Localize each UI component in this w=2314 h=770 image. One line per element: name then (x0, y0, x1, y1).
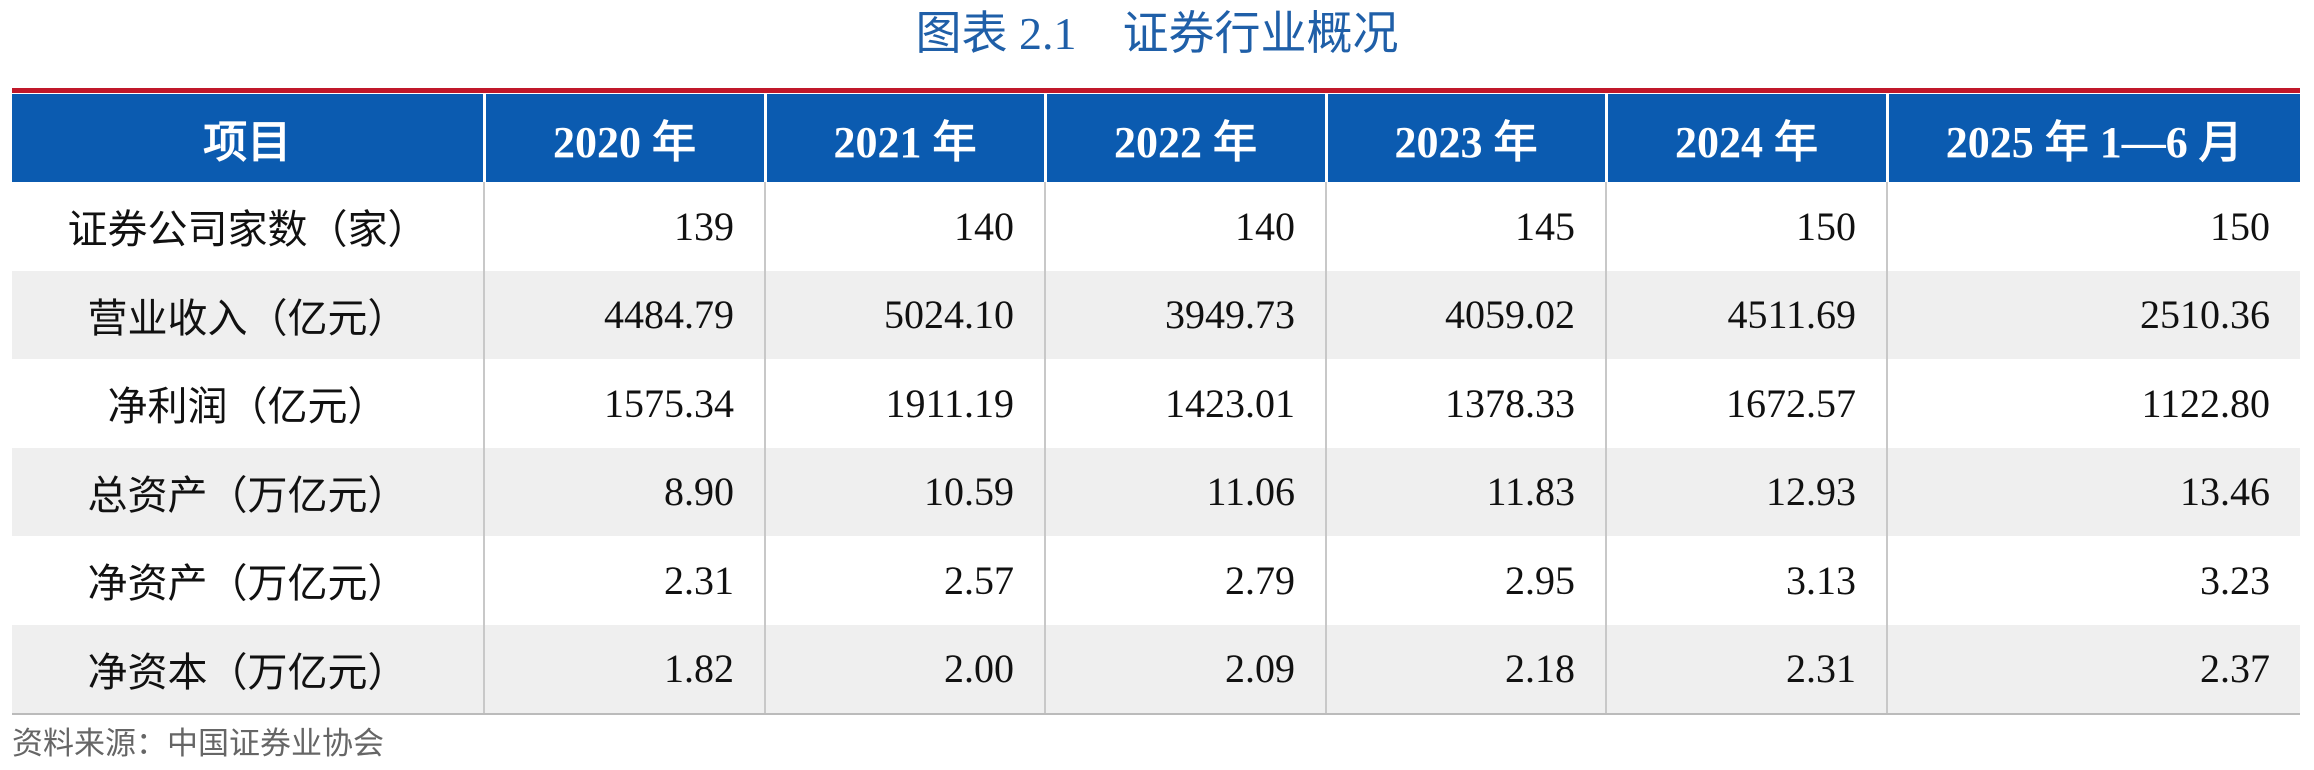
column-header: 2021 年 (763, 94, 1045, 182)
title-rule (12, 88, 2300, 93)
table-cell: 8.90 (483, 447, 765, 536)
column-header: 项目 (12, 94, 484, 182)
table-cell: 1575.34 (483, 359, 765, 448)
table-row: 营业收入（亿元） 4484.79 5024.10 3949.73 4059.02 4511… (12, 270, 2300, 359)
column-header: 2022 年 (1043, 94, 1326, 182)
table-cell: 145 (1325, 182, 1606, 271)
table-cell: 150 (1886, 182, 2300, 271)
table-cell: 2.95 (1325, 536, 1606, 625)
table-cell: 150 (1605, 182, 1887, 271)
table-row: 净资产（万亿元） 2.31 2.57 2.79 2.95 3.13 3.23 (12, 536, 2300, 625)
table-cell: 1672.57 (1605, 359, 1887, 448)
table-cell: 4484.79 (483, 270, 765, 359)
table-cell: 1911.19 (764, 359, 1045, 448)
table-cell: 3949.73 (1044, 270, 1326, 359)
table-row: 证券公司家数（家） 139 140 140 145 150 150 (12, 182, 2300, 271)
column-header: 2025 年 1—6 月 (1885, 94, 2300, 182)
data-table: 项目 2020 年 2021 年 2022 年 2023 年 2024 年 2025 年 1… (12, 94, 2300, 715)
table-cell: 2510.36 (1886, 270, 2300, 359)
source-note: 资料来源：中国证券业协会 (12, 726, 384, 762)
table-cell: 1122.80 (1886, 359, 2300, 448)
table-cell: 1378.33 (1325, 359, 1606, 448)
row-label: 净资本（万亿元） (12, 624, 484, 715)
table-cell: 13.46 (1886, 447, 2300, 536)
table-cell: 5024.10 (764, 270, 1045, 359)
table-cell: 2.00 (764, 624, 1045, 715)
table-cell: 2.18 (1325, 624, 1606, 715)
title: 图表 2.1 证券行业概况 (915, 8, 1399, 59)
column-header: 2024 年 (1604, 94, 1887, 182)
table-cell: 140 (764, 182, 1045, 271)
table-cell: 11.06 (1044, 447, 1326, 536)
row-label: 净利润（亿元） (107, 384, 388, 430)
table-cell: 2.31 (1605, 624, 1887, 715)
table-cell: 2.79 (1044, 536, 1326, 625)
table-body: 证券公司家数（家） 139 140 140 145 150 150 营业收入（亿元） 4484.… (12, 182, 2300, 715)
table-row: 净利润（亿元） 1575.34 1911.19 1423.01 1378.33 1672.… (12, 359, 2300, 448)
header-row: 项目 2020 年 2021 年 2022 年 2023 年 2024 年 2025 年 1… (12, 94, 2300, 182)
table-cell: 12.93 (1605, 447, 1887, 536)
row-label: 营业收入（亿元） (12, 270, 484, 359)
table-header: 项目 2020 年 2021 年 2022 年 2023 年 2024 年 2025 年 1… (12, 94, 2300, 182)
table-row: 总资产（万亿元） 8.90 10.59 11.06 11.83 12.93 13.46 (12, 447, 2300, 536)
table-cell: 139 (483, 182, 765, 271)
table-cell: 1423.01 (1044, 359, 1326, 448)
row-label: 净资产（万亿元） (87, 561, 408, 607)
table-cell: 2.37 (1886, 624, 2300, 715)
table-cell: 3.23 (1886, 536, 2300, 625)
row-label: 证券公司家数（家） (67, 207, 428, 253)
table-cell: 11.83 (1325, 447, 1606, 536)
table-cell: 10.59 (764, 447, 1045, 536)
column-header: 2020 年 (482, 94, 765, 182)
row-label: 总资产（万亿元） (12, 447, 484, 536)
table-row: 净资本（万亿元） 1.82 2.00 2.09 2.18 2.31 2.37 (12, 624, 2300, 715)
table-cell: 140 (1044, 182, 1326, 271)
table-cell: 2.57 (764, 536, 1045, 625)
column-header: 2023 年 (1324, 94, 1606, 182)
table-cell: 1.82 (483, 624, 765, 715)
table-cell: 3.13 (1605, 536, 1887, 625)
table-cell: 2.31 (483, 536, 765, 625)
table-cell: 4511.69 (1605, 270, 1887, 359)
table-cell: 4059.02 (1325, 270, 1606, 359)
table-cell: 2.09 (1044, 624, 1326, 715)
